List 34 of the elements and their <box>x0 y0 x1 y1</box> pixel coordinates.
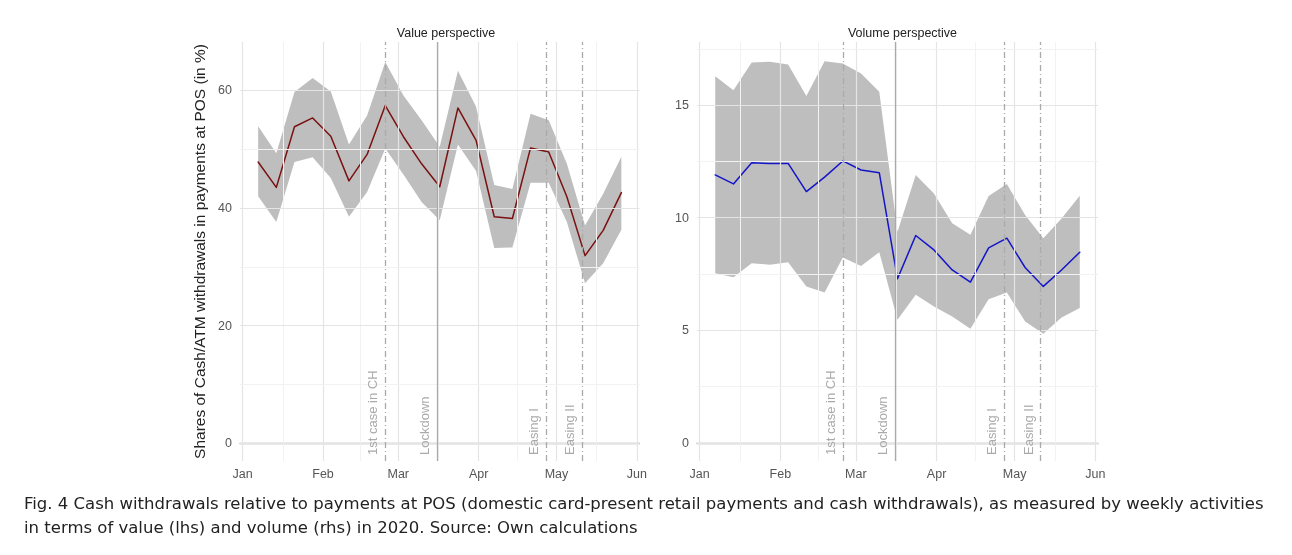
ref-line-label: Easing I <box>984 408 1000 455</box>
x-tick-label: Jun <box>1085 466 1106 481</box>
ref-line-label: Easing II <box>1020 404 1036 455</box>
chart-title: Value perspective <box>396 25 496 40</box>
ref-line-label: Lockdown <box>874 396 890 455</box>
x-tick-label: Mar <box>387 466 410 481</box>
y-tick-label: 0 <box>682 435 690 450</box>
ref-line-label: Easing I <box>526 408 542 455</box>
y-tick-label: 40 <box>218 200 233 215</box>
caption: Fig. 4 Cash withdrawals relative to payments at POS (domestic card-present retail payments and cash withdrawals), as measured by weekly activities in terms of value (lhs) and volume (rhs) in 2020. Source: Own calculations <box>24 493 1264 539</box>
x-tick-label: May <box>544 466 570 481</box>
x-tick-label: May <box>1002 466 1028 481</box>
x-tick-label: Jan <box>689 466 710 481</box>
ref-line-label: 1st case in CH <box>365 370 381 455</box>
x-tick-label: Mar <box>845 466 867 481</box>
y-tick-label: 5 <box>682 323 690 338</box>
ref-line-label: 1st case in CH <box>822 370 838 455</box>
x-tick-label: Jun <box>626 466 648 481</box>
y-tick-label: 10 <box>675 210 690 225</box>
y-tick-label: 0 <box>225 436 233 451</box>
x-tick-label: Apr <box>926 466 947 481</box>
y-tick-label: 60 <box>218 83 233 98</box>
x-tick-label: Jan <box>232 466 253 481</box>
ref-line-label: Easing II <box>562 404 578 455</box>
y-axis-title: Shares of Cash/ATM withdrawals in payments at POS (in %) <box>190 44 208 459</box>
x-tick-label: Feb <box>312 466 334 481</box>
x-tick-label: Feb <box>769 466 792 481</box>
line-series <box>714 160 1081 288</box>
y-tick-label: 15 <box>675 98 690 113</box>
ref-line-label: Lockdown <box>417 396 433 455</box>
y-tick-label: 20 <box>218 318 233 333</box>
chart-title: Volume perspective <box>847 25 958 40</box>
line-series <box>257 104 623 257</box>
x-tick-label: Apr <box>468 466 489 481</box>
